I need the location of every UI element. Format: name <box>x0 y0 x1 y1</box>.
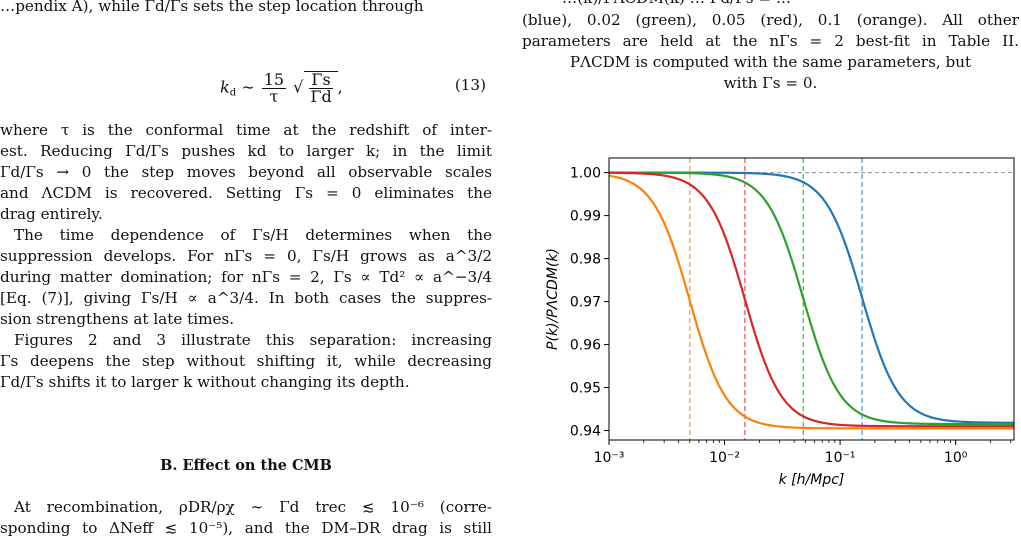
eq-denominator: τ <box>269 86 279 106</box>
y-tick-label: 0.96 <box>570 338 601 354</box>
y-tick-label: 0.97 <box>570 295 601 311</box>
text-line: Γd/Γs shifts it to larger k without chan… <box>0 373 410 391</box>
paragraph-3: Figures 2 and 3 illustrate this separati… <box>0 330 492 393</box>
series-line <box>608 174 1014 430</box>
text-line: est. Reducing Γd/Γs pushes kd to larger … <box>0 142 492 160</box>
y-tick-label: 0.95 <box>570 381 601 397</box>
text-line: where τ is the conformal time at the red… <box>0 121 492 139</box>
text-line: At recombination, ρDR/ρχ ∼ Γd trec ≲ 10⁻… <box>14 498 492 516</box>
caption-top-cut: …(k)/PΛCDM(k) … Γd/Γs = … <box>562 0 791 9</box>
y-tick-label: 0.94 <box>570 424 601 440</box>
x-tick-label: 10⁰ <box>944 450 968 466</box>
text-line: sion strengthens at late times. <box>0 310 235 328</box>
series-line <box>609 171 1014 426</box>
eq-approx: ∼ <box>241 77 255 97</box>
equation-13: kd ∼ 15 τ √ Γs Γd , (13) <box>0 61 492 107</box>
caption-line: parameters are held at the nΓs = 2 best-… <box>522 32 1019 50</box>
plot-area: 0.94 0.95 0.96 0.97 0.98 0.99 1.00 10⁻³ 10⁻² 10⁻¹… <box>545 157 1015 488</box>
series-line <box>609 171 1014 424</box>
eq-lhs: k <box>220 77 230 97</box>
eq-fraction: 15 τ <box>261 69 287 106</box>
paragraph-2: The time dependence of Γs/H determines w… <box>0 225 492 330</box>
text-line: [Eq. (7)], giving Γs/H ∝ a^3/4. In both … <box>0 289 492 307</box>
paragraph-1: where τ is the conformal time at the red… <box>0 120 492 225</box>
series-line <box>608 171 1014 428</box>
x-tick-label: 10⁻¹ <box>825 450 856 466</box>
eq-root-num: Γs <box>309 70 333 89</box>
x-tick-label: 10⁻² <box>709 450 740 466</box>
text-line: during matter domination; for nΓs = 2, Γ… <box>0 268 492 286</box>
text-line: Γs deepens the step without shifting it,… <box>0 352 492 370</box>
x-axis-label: k [h/Mpc] <box>779 472 845 488</box>
eq-trail: , <box>337 77 343 97</box>
eq-numerator: 15 <box>261 69 287 89</box>
eq-sqrt: Γs Γd <box>304 70 338 106</box>
x-tick-label: 10⁻³ <box>594 450 625 466</box>
eq-lhs-sub: d <box>229 87 237 99</box>
text-line: and ΛCDM is recovered. Setting Γs = 0 el… <box>0 184 492 202</box>
figure-caption: (blue), 0.02 (green), 0.05 (red), 0.1 (o… <box>522 10 1019 94</box>
plot-frame <box>608 157 1015 441</box>
caption-line: (blue), 0.02 (green), 0.05 (red), 0.1 (o… <box>522 11 1019 29</box>
text-line: drag entirely. <box>0 205 103 223</box>
sqrt-sign: √ <box>293 77 304 97</box>
equation-body: kd ∼ 15 τ √ Γs Γd , <box>220 71 343 105</box>
text-line: Figures 2 and 3 illustrate this separati… <box>14 331 492 349</box>
section-heading: B. Effect on the CMB <box>160 457 332 474</box>
text-line: suppression develops. For nΓs = 0, Γs/H … <box>0 247 492 265</box>
text-line: Γd/Γs → 0 the step moves beyond all obse… <box>0 163 492 181</box>
y-tick-label: 1.00 <box>570 166 601 182</box>
equation-number: (13) <box>454 76 486 94</box>
y-tick-label: 0.98 <box>570 252 601 268</box>
eq-root-fraction: Γs Γd <box>309 70 333 106</box>
text-line: sponding to ΔNeff ≲ 10⁻⁵), and the DM–DR… <box>0 519 492 537</box>
y-axis-label: P(k)/PΛCDM(k) <box>545 248 561 350</box>
text-top-cut: …pendix A), while Γd/Γs sets the step lo… <box>0 0 424 15</box>
paragraph-4: At recombination, ρDR/ρχ ∼ Γd trec ≲ 10⁻… <box>0 497 492 539</box>
caption-line: PΛCDM is computed with the same paramete… <box>569 53 972 71</box>
y-tick-label: 0.99 <box>570 209 601 225</box>
text-line: The time dependence of Γs/H determines w… <box>14 226 492 244</box>
eq-root-den: Γd <box>310 87 332 106</box>
caption-line: with Γs = 0. <box>723 74 818 92</box>
ratio-chart: 0.94 0.95 0.96 0.97 0.98 0.99 1.00 10⁻³ 10⁻² 10⁻¹… <box>545 157 1015 488</box>
